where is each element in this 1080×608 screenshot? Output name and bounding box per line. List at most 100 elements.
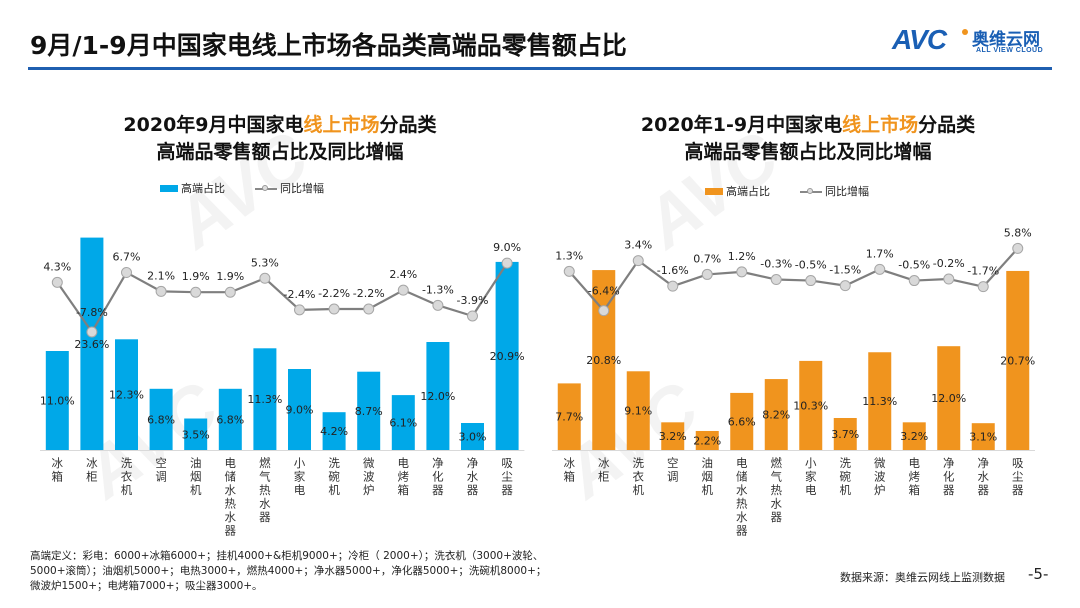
yoy-marker bbox=[224, 286, 236, 298]
x-tick-label: 热 bbox=[259, 483, 271, 497]
x-tick-label: 净 bbox=[943, 456, 955, 470]
avc-logo: AVC 奥维云网 ALL VIEW CLOUD bbox=[892, 22, 1062, 58]
left-chart-title: 2020年9月中国家电线上市场分品类 高端品零售额占比及同比增幅 bbox=[40, 112, 520, 166]
yoy-line bbox=[56, 262, 509, 334]
page-number: -5- bbox=[1028, 565, 1049, 583]
x-tick-label: 器 bbox=[771, 510, 783, 524]
yoy-data-label: 1.2% bbox=[728, 250, 756, 263]
bar-swatch-icon bbox=[705, 187, 723, 195]
left-chart-legend: 高端占比 同比增幅 bbox=[160, 180, 324, 196]
bar-data-label: 10.3% bbox=[793, 399, 828, 412]
bar-data-label: 8.7% bbox=[355, 405, 383, 418]
bar-data-label: 12.0% bbox=[420, 390, 455, 403]
bar bbox=[495, 261, 519, 450]
x-tick-label: 器 bbox=[225, 524, 237, 538]
yoy-data-label: 2.1% bbox=[147, 269, 175, 282]
yoy-marker bbox=[839, 280, 851, 292]
x-tick-label: 器 bbox=[432, 483, 444, 497]
yoy-line bbox=[568, 247, 1019, 312]
yoy-data-label: 4.3% bbox=[43, 260, 71, 273]
yoy-marker bbox=[86, 326, 98, 338]
bar bbox=[799, 360, 823, 450]
yoy-data-label: -0.5% bbox=[898, 259, 930, 272]
x-tick-label: 水 bbox=[771, 497, 783, 511]
x-tick-label: 微 bbox=[363, 456, 375, 470]
yoy-marker bbox=[467, 310, 478, 322]
x-tick-label: 储 bbox=[225, 470, 237, 484]
yoy-data-label: 1.9% bbox=[216, 270, 244, 283]
x-tick-label: 电 bbox=[398, 456, 410, 470]
yoy-data-label: 2.4% bbox=[389, 268, 417, 281]
x-tick-label: 波 bbox=[363, 470, 375, 484]
legend-line-label: 同比增幅 bbox=[825, 185, 869, 198]
yoy-marker bbox=[908, 275, 920, 287]
bar-data-label: 6.8% bbox=[147, 413, 175, 426]
x-tick-label: 尘 bbox=[1012, 470, 1024, 484]
bar-data-label: 12.3% bbox=[109, 389, 144, 402]
x-tick-label: 机 bbox=[840, 483, 852, 497]
bar bbox=[461, 423, 484, 450]
bar-data-label: 3.5% bbox=[182, 428, 210, 441]
yoy-marker bbox=[667, 280, 679, 292]
bar bbox=[592, 270, 616, 450]
yoy-marker bbox=[328, 303, 340, 315]
line-marker-icon bbox=[800, 186, 822, 196]
yoy-marker bbox=[397, 284, 409, 296]
x-tick-label: 水 bbox=[736, 510, 748, 524]
yoy-data-label: -6.4% bbox=[588, 285, 620, 298]
x-tick-label: 热 bbox=[771, 483, 783, 497]
x-tick-label: 空 bbox=[667, 456, 679, 470]
bar bbox=[626, 371, 650, 450]
bar-data-label: 3.7% bbox=[831, 428, 859, 441]
x-tick-label: 电 bbox=[909, 456, 921, 470]
legend-bar-label: 高端占比 bbox=[181, 182, 225, 195]
x-tick-label: 碗 bbox=[328, 470, 340, 484]
yoy-marker bbox=[563, 265, 575, 277]
bar bbox=[833, 417, 857, 450]
yoy-data-label: 1.7% bbox=[866, 247, 894, 260]
x-tick-label: 小 bbox=[805, 456, 817, 470]
yoy-data-label: -7.8% bbox=[76, 306, 108, 319]
x-tick-label: 热 bbox=[225, 497, 237, 511]
bar bbox=[184, 418, 208, 450]
bar-data-label: 3.0% bbox=[459, 431, 487, 444]
yoy-marker bbox=[701, 268, 713, 280]
yoy-data-label: -2.4% bbox=[284, 288, 316, 301]
bar bbox=[149, 388, 173, 450]
x-tick-label: 烟 bbox=[702, 470, 714, 484]
bar-data-label: 23.6% bbox=[74, 338, 109, 351]
bar-data-label: 20.9% bbox=[490, 350, 525, 363]
header-divider bbox=[28, 67, 1052, 70]
yoy-marker bbox=[736, 266, 748, 278]
x-tick-label: 电 bbox=[736, 456, 748, 470]
line-marker-icon bbox=[255, 183, 277, 193]
yoy-marker bbox=[259, 272, 271, 284]
x-tick-label: 冰 bbox=[564, 456, 576, 470]
bar-swatch-icon bbox=[160, 184, 178, 192]
x-tick-label: 水 bbox=[225, 510, 237, 524]
x-tick-label: 油 bbox=[702, 456, 714, 470]
yoy-data-label: -0.5% bbox=[795, 259, 827, 272]
x-tick-label: 气 bbox=[771, 470, 783, 484]
bar-data-label: 6.8% bbox=[216, 413, 244, 426]
x-tick-label: 洗 bbox=[121, 456, 133, 470]
bar-data-label: 11.3% bbox=[862, 395, 897, 408]
bar bbox=[426, 342, 450, 450]
title-text: 2020年9月中国家电 bbox=[123, 114, 304, 136]
yoy-data-label: 1.9% bbox=[182, 270, 210, 283]
x-tick-label: 机 bbox=[121, 483, 133, 497]
x-tick-label: 器 bbox=[501, 483, 513, 497]
x-tick-label: 箱 bbox=[398, 483, 410, 497]
title-line2: 高端品零售额占比及同比增幅 bbox=[156, 141, 404, 163]
x-tick-label: 家 bbox=[294, 470, 306, 484]
yoy-data-label: -0.3% bbox=[760, 258, 792, 271]
x-tick-label: 衣 bbox=[121, 470, 133, 484]
yoy-data-label: 9.0% bbox=[493, 241, 521, 254]
x-tick-label: 柜 bbox=[598, 470, 610, 484]
bar bbox=[391, 395, 415, 450]
x-tick-label: 燃 bbox=[771, 456, 783, 470]
title-text: 2020年1-9月中国家电 bbox=[640, 114, 843, 136]
yoy-marker bbox=[874, 263, 886, 275]
yoy-data-label: -1.3% bbox=[422, 283, 454, 296]
x-tick-label: 燃 bbox=[259, 456, 271, 470]
